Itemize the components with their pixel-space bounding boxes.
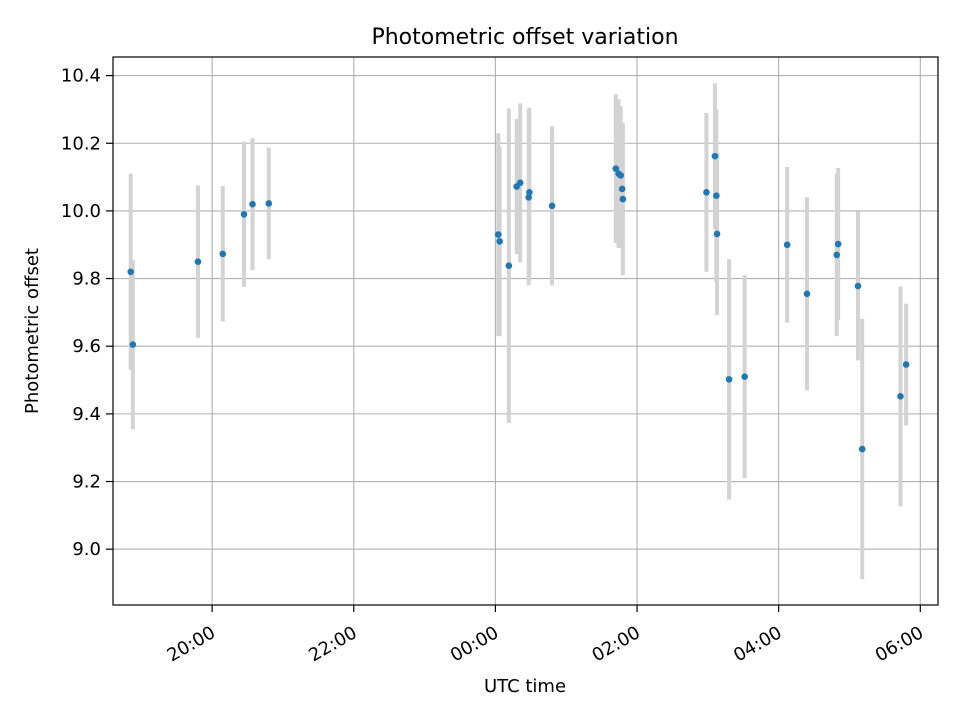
data-point-29	[834, 240, 842, 248]
y-tick-label-7: 10.4	[61, 66, 101, 87]
data-point-3	[219, 250, 227, 258]
data-point-11	[516, 179, 524, 187]
y-tick-label-1: 9.2	[72, 472, 101, 493]
data-point-0	[127, 268, 135, 276]
data-point-14	[548, 202, 556, 210]
data-point-4	[240, 210, 248, 218]
data-point-32	[897, 392, 904, 400]
y-axis-label: Photometric offset	[22, 248, 43, 414]
data-point-13	[526, 189, 533, 196]
data-point-2	[194, 258, 202, 265]
y-tick-label-0: 9.0	[72, 539, 101, 560]
data-point-30	[854, 282, 862, 290]
data-points	[127, 152, 910, 453]
y-tick-label-3: 9.6	[72, 336, 101, 357]
chart-title: Photometric offset variation	[371, 25, 678, 50]
y-tick-label-4: 9.8	[72, 269, 101, 290]
data-point-17	[617, 172, 625, 179]
x-axis-label: UTC time	[484, 676, 566, 697]
data-point-24	[725, 376, 733, 383]
plot-frame	[112, 56, 939, 606]
data-point-33	[902, 361, 910, 368]
data-point-22	[713, 192, 720, 199]
data-point-9	[505, 262, 513, 270]
data-point-5	[249, 200, 256, 208]
data-point-20	[703, 189, 710, 196]
data-point-19	[619, 195, 627, 203]
data-point-18	[618, 185, 626, 193]
data-point-8	[496, 238, 503, 245]
data-point-25	[741, 373, 748, 380]
data-point-6	[265, 200, 273, 207]
data-point-28	[833, 251, 841, 259]
data-point-15	[612, 165, 620, 172]
data-point-23	[713, 230, 721, 238]
y-axis-ticks: 9.0 9.2 9.4 9.6 9.8 10.0 10.2 10.4	[61, 66, 113, 560]
data-point-26	[783, 241, 791, 249]
data-point-1	[129, 341, 137, 348]
grid	[113, 57, 938, 605]
data-point-21	[711, 152, 719, 160]
y-tick-label-6: 10.2	[61, 133, 101, 154]
data-point-7	[494, 231, 502, 238]
y-tick-label-5: 10.0	[61, 201, 101, 222]
y-tick-label-2: 9.4	[72, 404, 101, 425]
data-point-31	[858, 445, 866, 453]
data-point-27	[803, 290, 811, 298]
data-point-12	[525, 194, 532, 201]
